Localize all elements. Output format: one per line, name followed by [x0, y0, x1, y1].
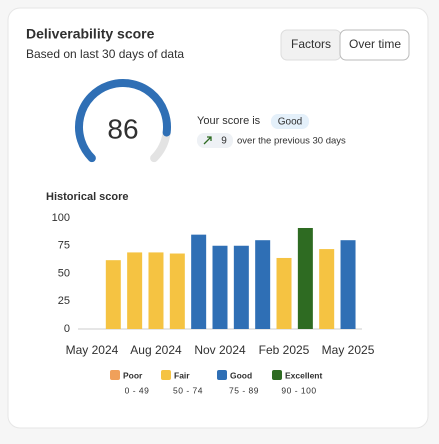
tab-label[interactable]: Factors	[291, 37, 331, 51]
y-tick-label: 25	[58, 295, 70, 307]
x-tick-label: May 2025	[322, 343, 375, 357]
title: Deliverability score	[26, 26, 155, 42]
x-tick-label: May 2024	[66, 343, 119, 357]
bar	[255, 240, 271, 329]
bar	[127, 252, 143, 329]
chart-title: Historical score	[46, 191, 129, 203]
y-tick-label: 75	[58, 240, 70, 252]
score-value: 86	[107, 113, 138, 144]
legend-label: Poor	[123, 370, 143, 380]
legend-range: 90 - 100	[281, 385, 316, 395]
tab-button-active[interactable]	[339, 29, 410, 61]
rating-text: Good	[278, 117, 302, 128]
legend-range: 75 - 89	[229, 385, 259, 395]
bar	[191, 234, 207, 329]
legend-swatch	[217, 370, 227, 380]
subtitle: Based on last 30 days of data	[26, 47, 184, 61]
legend-range: 0 - 49	[125, 385, 150, 395]
bar	[297, 227, 313, 329]
legend-label: Good	[230, 370, 252, 380]
legend-swatch	[161, 370, 171, 380]
legend-label: Excellent	[285, 370, 322, 380]
change-value: 9	[221, 136, 227, 147]
legend-range: 50 - 74	[173, 385, 203, 395]
gauge-fill	[75, 79, 171, 163]
legend-swatch	[110, 370, 120, 380]
bar	[233, 245, 249, 329]
x-tick-label: Aug 2024	[130, 343, 182, 357]
y-tick-label: 0	[64, 323, 70, 335]
change-note: over the previous 30 days	[237, 136, 346, 147]
legend-swatch	[272, 370, 282, 380]
bar	[169, 253, 185, 329]
bar	[105, 260, 121, 329]
y-tick-label: 50	[58, 267, 70, 279]
bar	[319, 249, 335, 329]
x-tick-label: Nov 2024	[194, 343, 246, 357]
legend-label: Fair	[174, 370, 190, 380]
up-arrow-icon	[203, 136, 212, 145]
change-pill	[197, 133, 233, 148]
bar	[148, 252, 164, 329]
card	[7, 7, 429, 429]
x-tick-label: Feb 2025	[259, 343, 310, 357]
bar	[212, 245, 228, 329]
bar	[276, 257, 292, 329]
score-label: Your score is	[197, 115, 261, 127]
rating-badge	[271, 114, 309, 129]
y-tick-label: 100	[52, 212, 70, 224]
tab-label[interactable]: Over time	[349, 37, 401, 51]
bar	[340, 240, 356, 329]
